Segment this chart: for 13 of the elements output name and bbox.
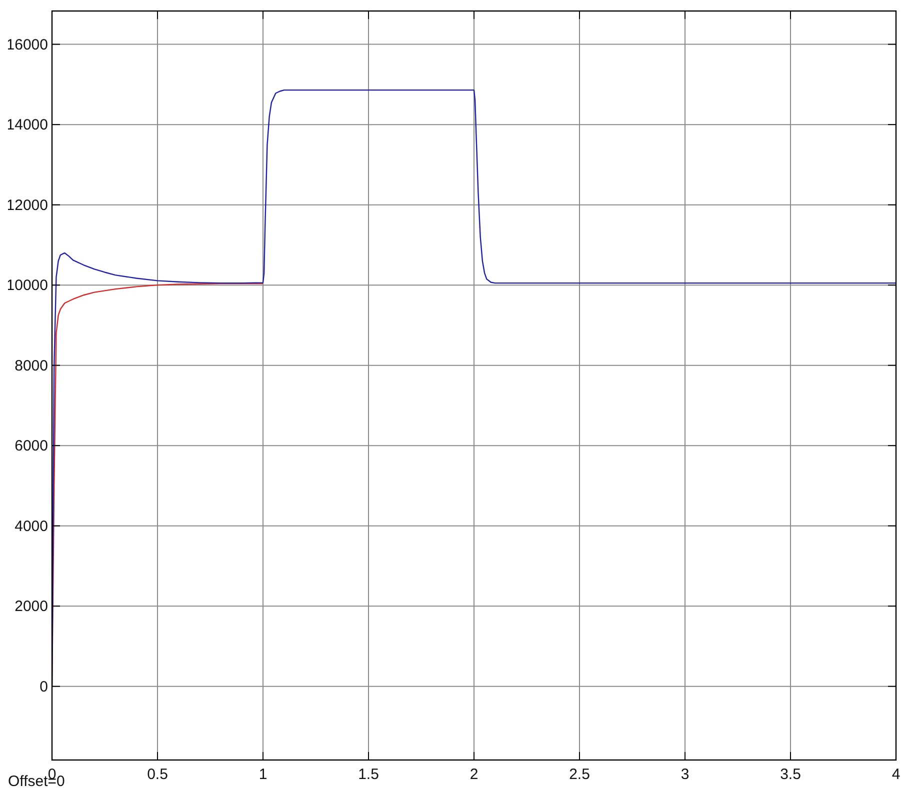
x-tick-label: 3.5 <box>780 766 801 783</box>
x-tick-label: 4 <box>892 766 900 783</box>
x-tick-label: 2 <box>470 766 478 783</box>
y-tick-label: 0 <box>40 678 48 696</box>
y-tick-label: 4000 <box>14 518 48 535</box>
x-tick-label: 0.5 <box>147 766 168 783</box>
x-tick-label: 1.5 <box>358 766 379 783</box>
y-tick-label: 8000 <box>14 357 48 374</box>
x-tick-label: 2.5 <box>569 766 590 783</box>
y-tick-label: 6000 <box>14 438 48 455</box>
y-tick-label: 2000 <box>14 598 48 616</box>
x-tick-label: 3 <box>680 766 690 783</box>
x-tick-label: 1 <box>258 766 268 783</box>
